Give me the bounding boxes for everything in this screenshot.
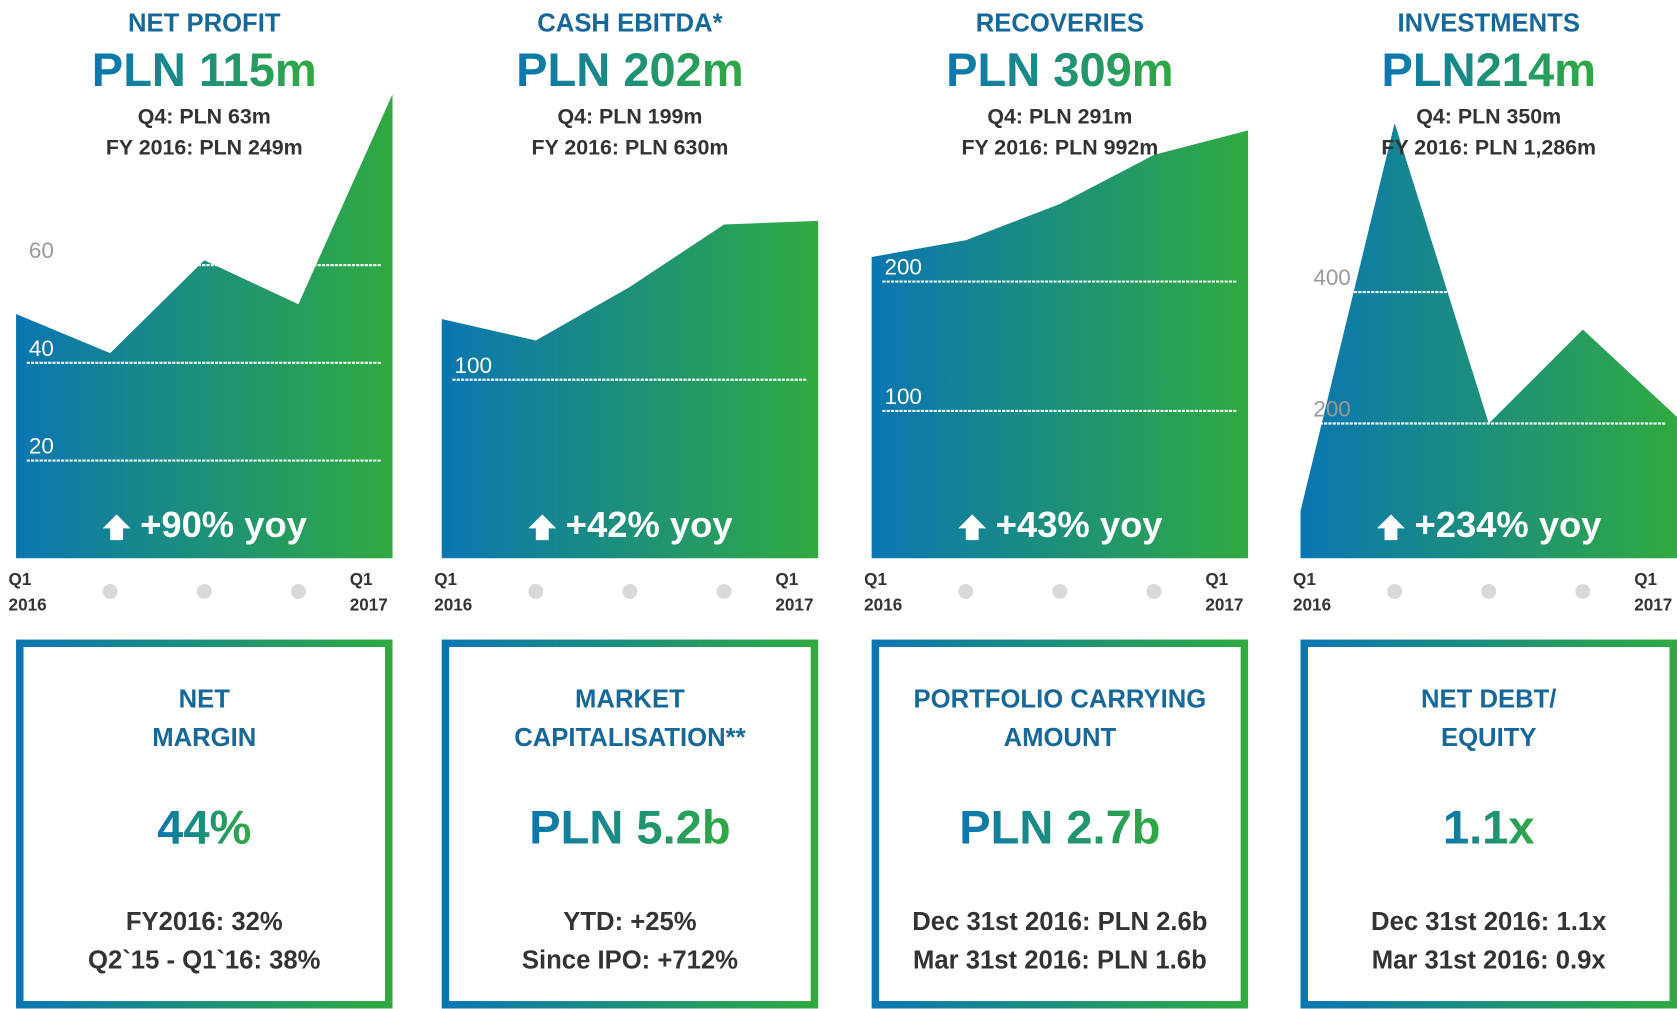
- annotation: +43% yoy: [996, 504, 1164, 545]
- box-frame: [16, 639, 393, 1009]
- y-tick-label: 100: [884, 384, 921, 409]
- axis-dot: [290, 583, 306, 599]
- box-title: MARGIN: [152, 724, 256, 752]
- box-value: 1.1x: [1443, 800, 1535, 853]
- headline: PLN 309m: [946, 43, 1174, 96]
- panel-title: NET PROFIT: [128, 9, 281, 37]
- axis-dot: [716, 583, 732, 599]
- headline: PLN214m: [1382, 43, 1596, 96]
- note: Q4: PLN 350m: [1416, 104, 1561, 128]
- axis-dot: [196, 583, 212, 599]
- box-detail: FY2016: 32%: [126, 908, 283, 936]
- arrow-icon: [102, 514, 131, 541]
- kpi-box: MARKET CAPITALISATION** PLN 5.2b YTD: +25% S…: [441, 639, 819, 1009]
- box-title: EQUITY: [1441, 724, 1537, 752]
- annotation: +90% yoy: [140, 504, 308, 545]
- chart-panel: 100 CASH EBITDA* PLN 202m Q4: PLN 199m FY 20…: [441, 9, 819, 559]
- box-detail: Q2`15 - Q1`16: 38%: [88, 946, 321, 974]
- y-tick-label: 400: [1313, 265, 1350, 290]
- kpi-box: NET DEBT/EQUITY 1.1x Dec 31st 2016: 1.1x Ma…: [1300, 639, 1677, 1009]
- y-tick-label: 200: [884, 255, 921, 280]
- box-title: MARKET: [575, 685, 685, 713]
- note: Q4: PLN 63m: [138, 104, 271, 128]
- x-tick-label: Q1 2017: [1634, 571, 1673, 615]
- x-tick-label: Q1 2017: [775, 571, 814, 615]
- box-title: PORTFOLIO CARRYING: [914, 685, 1207, 713]
- x-tick-label: Q1 2016: [8, 571, 47, 615]
- panel-title: CASH EBITDA*: [537, 9, 722, 37]
- box-frame: [441, 639, 819, 1009]
- box-detail: Dec 31st 2016: PLN 2.6b: [912, 908, 1207, 936]
- note: Q4: PLN 199m: [557, 104, 702, 128]
- axis-dot: [102, 583, 118, 599]
- axis-dot: [1575, 583, 1591, 599]
- y-tick-label: 60: [29, 238, 54, 263]
- box-value: 44%: [157, 800, 251, 853]
- x-tick-label: Q1 2016: [1293, 571, 1332, 615]
- x-tick-label: Q1 2017: [349, 571, 388, 615]
- box-detail: Since IPO: +712%: [522, 946, 738, 974]
- axis-dot: [958, 583, 974, 599]
- area: [871, 130, 1249, 559]
- note: Q4: PLN 291m: [987, 104, 1132, 128]
- y-tick-label: 20: [29, 434, 54, 459]
- box-title: NET: [179, 685, 231, 713]
- area: [16, 94, 393, 559]
- arrow-icon: [958, 514, 987, 541]
- box-detail: YTD: +25%: [563, 908, 697, 936]
- annotation: +234% yoy: [1415, 504, 1603, 545]
- headline: PLN 115m: [92, 43, 317, 96]
- chart-panel: 20 40 60 NET PROFIT PLN 115m Q4: PLN 63m FY 20…: [16, 9, 393, 559]
- box-frame: [1300, 639, 1677, 1009]
- kpi-box: NET MARGIN 44% FY2016: 32% Q2`15 - Q1`16: 38…: [16, 639, 393, 1009]
- chart-panel: 100 200 RECOVERIES PLN 309m Q4: PLN 291m FY 2…: [871, 9, 1249, 559]
- arrow-icon: [1377, 514, 1405, 541]
- axis-dot: [528, 583, 544, 599]
- note: FY 2016: PLN 249m: [106, 135, 303, 159]
- axis-dot: [1481, 583, 1497, 599]
- box-detail: Dec 31st 2016: 1.1x: [1371, 908, 1607, 936]
- axis-dot: [1052, 583, 1068, 599]
- box-value: PLN 5.2b: [529, 800, 730, 853]
- box-title: CAPITALISATION**: [514, 724, 745, 752]
- chart-panel: 200 400 INVESTMENTS PLN214m Q4: PLN 350m FY 2…: [1300, 9, 1677, 559]
- y-tick-label: 40: [29, 336, 54, 361]
- area: [441, 220, 819, 559]
- axis-dot: [1146, 583, 1162, 599]
- x-tick-label: Q1 2017: [1205, 571, 1244, 615]
- note: FY 2016: PLN 630m: [532, 135, 729, 159]
- annotation: +42% yoy: [566, 504, 734, 545]
- headline: PLN 202m: [516, 43, 744, 96]
- axis-dot: [1387, 583, 1403, 599]
- box-title: AMOUNT: [1004, 724, 1117, 752]
- y-tick-label: 100: [455, 353, 492, 378]
- kpi-box: PORTFOLIO CARRYING AMOUNT PLN 2.7b Dec 31st…: [871, 639, 1249, 1009]
- panel-title: RECOVERIES: [976, 9, 1144, 37]
- axis-dot: [622, 583, 638, 599]
- area: [1300, 123, 1677, 559]
- note: FY 2016: PLN 1,286m: [1381, 135, 1596, 159]
- box-value: PLN 2.7b: [959, 800, 1160, 853]
- x-tick-label: Q1 2016: [434, 571, 473, 615]
- panel-title: INVESTMENTS: [1398, 9, 1580, 37]
- box-frame: [871, 639, 1249, 1009]
- box-detail: Mar 31st 2016: PLN 1.6b: [913, 946, 1207, 974]
- arrow-icon: [528, 514, 557, 541]
- note: FY 2016: PLN 992m: [961, 135, 1158, 159]
- box-title: NET DEBT/: [1421, 685, 1556, 713]
- y-tick-label: 200: [1313, 397, 1350, 422]
- x-tick-label: Q1 2016: [864, 571, 903, 615]
- box-detail: Mar 31st 2016: 0.9x: [1372, 946, 1607, 974]
